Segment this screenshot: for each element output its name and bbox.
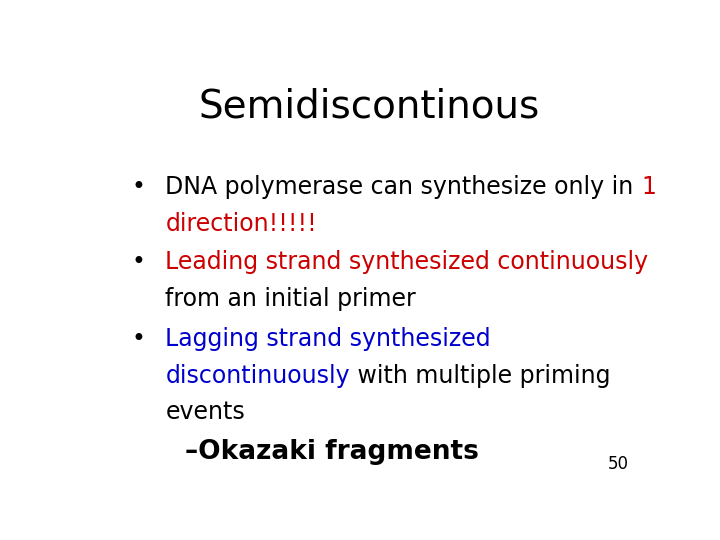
Text: •: •: [132, 175, 145, 199]
Text: Lagging strand synthesized: Lagging strand synthesized: [166, 327, 491, 351]
Text: 1: 1: [641, 175, 656, 199]
Text: 50: 50: [608, 455, 629, 473]
Text: events: events: [166, 400, 245, 423]
Text: –Okazaki fragments: –Okazaki fragments: [185, 439, 479, 465]
Text: discontinuously: discontinuously: [166, 364, 350, 388]
Text: DNA polymerase can synthesize only in: DNA polymerase can synthesize only in: [166, 175, 641, 199]
Text: Semidiscontinous: Semidiscontinous: [199, 87, 539, 126]
Text: •: •: [132, 250, 145, 274]
Text: •: •: [132, 327, 145, 351]
Text: Leading strand synthesized continuously: Leading strand synthesized continuously: [166, 250, 649, 274]
Text: with multiple priming: with multiple priming: [350, 364, 611, 388]
Text: from an initial primer: from an initial primer: [166, 287, 416, 311]
Text: direction!!!!!: direction!!!!!: [166, 212, 317, 237]
